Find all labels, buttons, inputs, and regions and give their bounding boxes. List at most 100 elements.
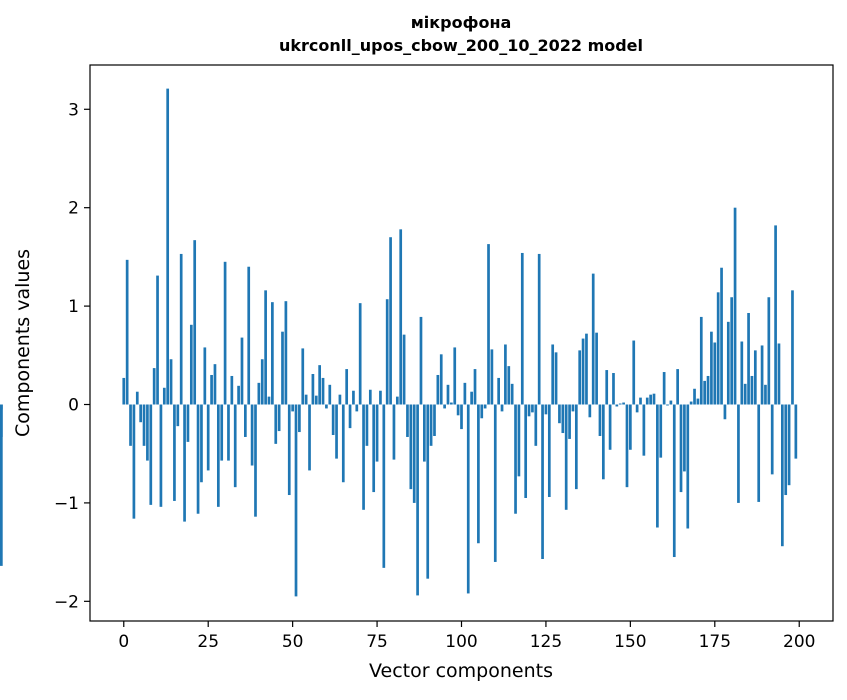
- bar: [470, 391, 473, 405]
- bar: [240, 337, 244, 405]
- bar: [730, 297, 734, 405]
- bar: [598, 404, 602, 436]
- bar: [125, 259, 129, 405]
- bar: [152, 368, 156, 405]
- bar: [784, 404, 788, 496]
- bar: [210, 374, 213, 405]
- bar: [429, 404, 433, 446]
- bar: [203, 347, 207, 405]
- bar: [345, 369, 349, 405]
- bar: [220, 404, 224, 461]
- bar: [453, 347, 457, 405]
- bar: [166, 88, 170, 405]
- bar: [227, 404, 230, 461]
- bar: [683, 404, 686, 472]
- bar: [615, 404, 619, 407]
- bar: [439, 354, 443, 405]
- y-tick-label: 1: [68, 297, 79, 317]
- bar: [379, 390, 382, 405]
- bar: [554, 352, 558, 405]
- chart-subtitle: ukrconll_upos_cbow_200_10_2022 model: [279, 36, 643, 55]
- bar: [473, 369, 477, 405]
- bar: [760, 345, 764, 405]
- bar: [443, 404, 446, 409]
- bar: [757, 404, 761, 502]
- bar: [774, 225, 777, 405]
- bar: [348, 404, 352, 429]
- bar: [558, 404, 561, 424]
- plot-frame: [89, 64, 834, 622]
- bar: [254, 404, 257, 517]
- bar: [493, 404, 497, 562]
- bar: [142, 404, 146, 446]
- bar: [139, 404, 143, 423]
- bar: [656, 404, 659, 528]
- bar: [547, 404, 551, 497]
- bar: [200, 404, 203, 483]
- bar: [399, 229, 403, 405]
- bar: [176, 404, 180, 427]
- bar: [338, 394, 342, 405]
- bar: [767, 297, 771, 405]
- bar: [764, 384, 767, 405]
- bar: [517, 404, 521, 477]
- bar: [368, 389, 372, 405]
- bar: [196, 404, 200, 514]
- bar: [568, 404, 571, 439]
- bar: [753, 350, 757, 405]
- bar: [672, 404, 676, 558]
- bar: [250, 404, 254, 466]
- bar: [480, 404, 484, 419]
- bar: [635, 404, 639, 413]
- bar: [693, 388, 696, 405]
- bar: [308, 404, 311, 471]
- bar: [581, 338, 585, 405]
- bar: [193, 240, 197, 405]
- bar: [287, 404, 291, 496]
- bar: [497, 377, 500, 405]
- bar: [341, 404, 345, 483]
- bar: [564, 404, 568, 510]
- bar: [284, 301, 288, 405]
- x-tick-label: 150: [614, 632, 646, 652]
- bar: [335, 404, 338, 459]
- bar: [362, 404, 365, 510]
- bar: [237, 385, 240, 405]
- bar: [365, 404, 369, 446]
- x-tick-label: 100: [445, 632, 477, 652]
- bar: [186, 404, 190, 442]
- bar: [514, 404, 517, 514]
- y-tick-label: 3: [68, 100, 79, 120]
- bar: [561, 404, 565, 434]
- bar: [274, 404, 278, 444]
- bar: [355, 404, 359, 412]
- bar: [632, 340, 636, 405]
- bar: [446, 384, 450, 405]
- bar: [173, 404, 176, 501]
- bar: [726, 321, 730, 405]
- bar: [179, 253, 183, 405]
- x-axis-label: Vector components: [369, 660, 553, 682]
- bar: [571, 404, 575, 412]
- bar: [787, 404, 791, 486]
- bar: [487, 244, 490, 405]
- bar: [301, 348, 305, 405]
- bars-group: [0, 88, 798, 597]
- bar: [419, 316, 423, 405]
- bar: [483, 404, 487, 409]
- bar: [605, 370, 609, 405]
- bar: [791, 290, 794, 405]
- bar: [260, 359, 264, 405]
- bar: [524, 404, 528, 498]
- bar: [318, 365, 321, 405]
- bar: [713, 342, 717, 405]
- bar: [264, 290, 267, 405]
- x-tick-label: 75: [366, 632, 388, 652]
- bar: [426, 404, 430, 579]
- bar: [230, 375, 234, 405]
- bar: [618, 403, 622, 405]
- bar: [223, 261, 227, 405]
- bar: [588, 404, 592, 418]
- bar: [507, 366, 511, 405]
